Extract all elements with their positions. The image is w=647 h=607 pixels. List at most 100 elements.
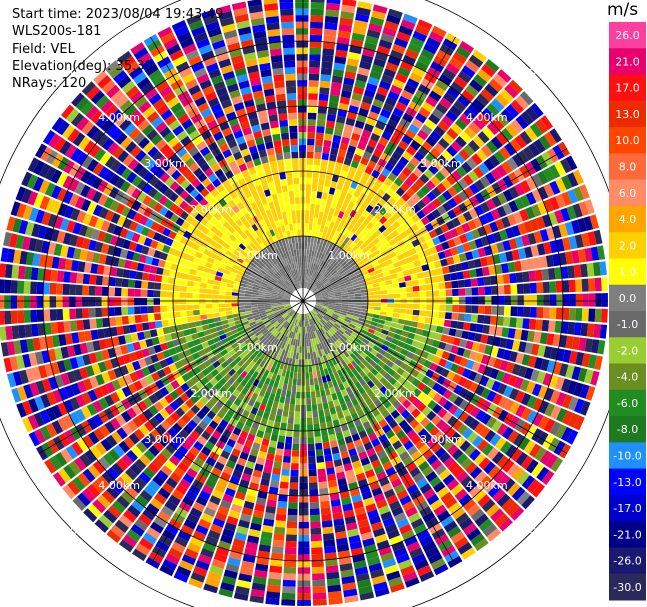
range-gate xyxy=(362,383,371,392)
range-gate xyxy=(225,238,234,246)
range-gate xyxy=(98,424,111,438)
range-gate xyxy=(378,348,387,356)
range-gate xyxy=(142,106,156,119)
range-gate xyxy=(310,269,314,277)
range-gate xyxy=(561,426,573,442)
range-gate xyxy=(204,192,214,202)
range-gate xyxy=(180,343,189,351)
range-gate xyxy=(561,191,572,206)
range-gate xyxy=(285,291,292,296)
range-gate xyxy=(270,301,278,304)
range-gate xyxy=(188,484,201,496)
range-gate xyxy=(367,267,375,274)
range-gate xyxy=(167,136,180,148)
range-gate xyxy=(492,336,502,347)
range-gate xyxy=(377,319,386,325)
range-gate xyxy=(176,147,188,158)
range-gate xyxy=(244,212,252,221)
range-gate xyxy=(123,123,137,136)
range-gate xyxy=(517,295,524,306)
range-gate xyxy=(261,267,269,274)
range-gate xyxy=(162,366,172,376)
range-gate xyxy=(261,279,269,285)
range-gate xyxy=(153,50,168,63)
range-gate xyxy=(269,565,283,574)
range-gate xyxy=(349,488,361,497)
range-gate xyxy=(310,527,322,535)
range-gate xyxy=(420,184,431,195)
range-gate xyxy=(57,156,70,171)
range-gate xyxy=(295,28,309,35)
range-gate xyxy=(68,178,80,192)
range-gate xyxy=(376,499,388,509)
range-gate xyxy=(219,311,227,317)
range-gate xyxy=(581,278,589,292)
range-gate xyxy=(226,314,234,320)
range-gate xyxy=(317,284,324,289)
range-gate xyxy=(327,288,334,293)
range-gate xyxy=(314,271,319,279)
range-gate xyxy=(536,466,550,482)
range-gate xyxy=(473,453,486,466)
range-gate xyxy=(306,145,315,152)
range-gate xyxy=(491,182,503,195)
range-gate xyxy=(50,185,62,199)
range-gate xyxy=(250,273,258,279)
range-gate xyxy=(237,359,245,367)
range-gate xyxy=(334,363,341,372)
range-gate xyxy=(255,497,267,506)
range-gate xyxy=(371,575,387,585)
range-gate xyxy=(419,535,434,547)
range-gate xyxy=(272,321,279,327)
range-gate xyxy=(34,239,44,253)
range-gate xyxy=(210,405,220,415)
range-gate xyxy=(208,274,216,280)
range-gate xyxy=(279,269,285,276)
range-gate xyxy=(270,407,278,415)
range-gate xyxy=(132,392,143,403)
range-gate xyxy=(225,295,232,300)
range-gate xyxy=(109,326,118,337)
range-gate xyxy=(352,254,360,262)
range-gate xyxy=(486,403,498,416)
range-gate xyxy=(270,268,276,275)
range-gate xyxy=(263,330,270,337)
range-gate xyxy=(416,565,432,577)
range-gate xyxy=(335,49,348,58)
range-gate xyxy=(512,433,525,447)
range-gate xyxy=(425,136,437,147)
range-gate xyxy=(101,490,116,504)
range-gate xyxy=(105,381,116,394)
range-gate xyxy=(177,461,189,473)
range-gate xyxy=(323,325,329,332)
range-gate xyxy=(383,220,392,229)
range-gate xyxy=(470,314,478,323)
range-gate xyxy=(287,515,298,522)
range-gate xyxy=(60,372,71,386)
range-gate xyxy=(348,273,356,279)
range-gate xyxy=(567,265,575,279)
range-gate xyxy=(249,343,256,351)
range-gate xyxy=(425,152,437,164)
range-gate xyxy=(323,533,335,541)
range-gate xyxy=(408,267,417,275)
range-gate xyxy=(458,387,469,399)
range-gate xyxy=(321,152,330,161)
range-gate xyxy=(318,275,324,282)
range-gate xyxy=(288,287,294,293)
range-gate xyxy=(81,155,94,169)
range-gate xyxy=(318,93,329,101)
range-gate xyxy=(296,54,308,61)
range-gate xyxy=(343,77,355,86)
range-gate xyxy=(348,323,356,329)
range-gate xyxy=(369,271,377,277)
range-gate xyxy=(179,292,187,298)
range-gate xyxy=(424,277,432,284)
range-gate xyxy=(211,467,222,477)
range-gate xyxy=(411,279,419,286)
range-gate xyxy=(446,145,458,157)
range-gate xyxy=(205,304,213,309)
range-gate xyxy=(161,482,175,494)
range-gate xyxy=(416,189,426,199)
range-gate xyxy=(312,599,327,606)
